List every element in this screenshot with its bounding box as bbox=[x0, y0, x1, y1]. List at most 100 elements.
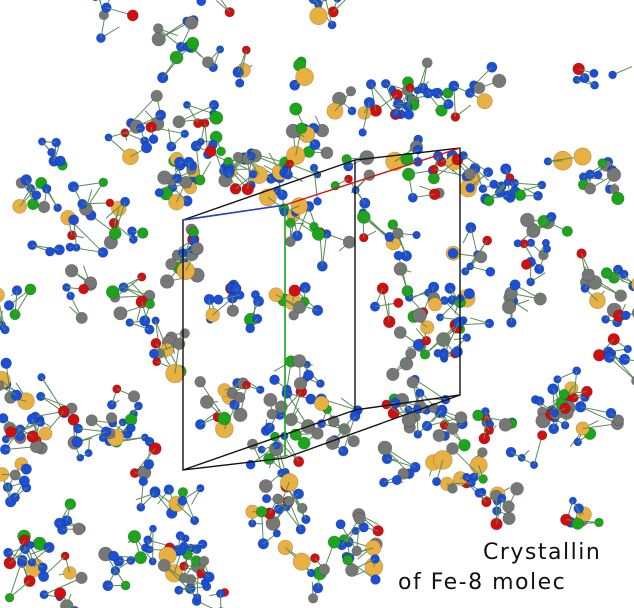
hydrogen-atom bbox=[18, 475, 30, 487]
iron-atom bbox=[165, 363, 185, 384]
hydrogen-atom bbox=[412, 230, 421, 240]
carbon-atom bbox=[60, 599, 74, 608]
bond bbox=[608, 356, 634, 380]
carbon-atom bbox=[510, 482, 524, 496]
hydrogen-atom bbox=[358, 128, 367, 137]
hydrogen-atom bbox=[213, 294, 224, 305]
hydrogen-atom bbox=[252, 295, 265, 307]
bond bbox=[115, 295, 150, 298]
iron-atom bbox=[357, 106, 372, 120]
bond bbox=[269, 493, 299, 514]
hydrogen-atom bbox=[126, 423, 136, 433]
hydrogen-atom bbox=[27, 240, 38, 251]
carbon-atom bbox=[447, 483, 458, 494]
hydrogen-atom bbox=[0, 413, 9, 424]
bond bbox=[286, 392, 309, 427]
bond bbox=[488, 181, 508, 202]
bond bbox=[275, 448, 282, 474]
carbon-atom bbox=[502, 511, 516, 525]
nitrogen-atom bbox=[216, 146, 226, 157]
hydrogen-atom bbox=[140, 142, 153, 154]
bond bbox=[134, 448, 156, 474]
hydrogen-atom bbox=[431, 88, 440, 97]
bond bbox=[342, 415, 356, 452]
hydrogen-atom bbox=[412, 339, 425, 351]
hydrogen-atom bbox=[333, 0, 342, 3]
bond bbox=[296, 206, 310, 237]
bond bbox=[195, 145, 201, 181]
bond bbox=[186, 104, 214, 115]
iron-atom bbox=[38, 426, 53, 441]
hydrogen-atom bbox=[273, 504, 284, 515]
carbon-atom bbox=[446, 442, 459, 455]
unit-cell bbox=[182, 147, 461, 471]
carbon-atom bbox=[0, 380, 5, 392]
carbon-atom bbox=[234, 391, 246, 403]
carbon-atom bbox=[202, 56, 214, 69]
hydrogen-atom bbox=[391, 475, 402, 486]
nitrogen-atom bbox=[120, 580, 131, 591]
oxygen-atom bbox=[53, 587, 67, 600]
carbon-atom bbox=[194, 376, 206, 388]
nitrogen-atom bbox=[311, 227, 325, 241]
hydrogen-atom bbox=[154, 188, 164, 198]
hydrogen-atom bbox=[92, 0, 99, 2]
bond bbox=[363, 216, 390, 238]
nitrogen-atom bbox=[472, 409, 484, 422]
bond bbox=[130, 95, 158, 124]
hydrogen-atom bbox=[71, 436, 83, 448]
hydrogen-atom bbox=[177, 495, 188, 506]
bond bbox=[443, 322, 460, 356]
bond bbox=[340, 524, 358, 552]
bond bbox=[417, 409, 443, 435]
hydrogen-atom bbox=[589, 68, 599, 78]
hydrogen-atom bbox=[38, 570, 50, 582]
hydrogen-atom bbox=[403, 109, 415, 120]
nitrogen-atom bbox=[108, 226, 122, 240]
carbon-atom bbox=[190, 242, 204, 256]
nitrogen-atom bbox=[105, 285, 120, 299]
bond bbox=[254, 155, 287, 170]
hydrogen-atom bbox=[485, 266, 496, 277]
hydrogen-atom bbox=[261, 493, 272, 504]
iron-atom bbox=[309, 6, 328, 26]
bond bbox=[289, 212, 296, 242]
nitrogen-atom bbox=[514, 189, 527, 201]
hydrogen-atom bbox=[256, 385, 265, 394]
hydrogen-atom bbox=[621, 310, 631, 321]
hydrogen-atom bbox=[509, 279, 521, 291]
carbon-atom bbox=[612, 414, 625, 426]
hydrogen-atom bbox=[96, 33, 106, 43]
bond bbox=[414, 379, 446, 401]
bond bbox=[362, 102, 370, 133]
oxygen-atom bbox=[78, 283, 89, 295]
carbon-atom bbox=[127, 390, 141, 403]
hydrogen-atom bbox=[590, 80, 600, 90]
bond bbox=[289, 163, 318, 176]
bond bbox=[0, 311, 2, 326]
bond bbox=[496, 498, 503, 525]
bond bbox=[510, 451, 535, 466]
bond bbox=[277, 498, 302, 530]
hydrogen-atom bbox=[175, 531, 185, 541]
bond bbox=[580, 406, 618, 425]
hydrogen-atom bbox=[39, 590, 49, 600]
hydrogen-atom bbox=[248, 170, 258, 179]
hydrogen-atom bbox=[0, 357, 12, 369]
bond bbox=[178, 585, 207, 591]
hydrogen-atom bbox=[295, 524, 306, 535]
bond bbox=[463, 155, 489, 173]
carbon-atom bbox=[159, 274, 175, 289]
carbon-atom bbox=[258, 479, 273, 493]
hydrogen-atom bbox=[313, 197, 322, 206]
hydrogen-atom bbox=[421, 420, 433, 432]
bond bbox=[347, 559, 376, 581]
hydrogen-atom bbox=[66, 291, 75, 301]
hydrogen-atom bbox=[546, 211, 557, 222]
hydrogen-atom bbox=[143, 458, 155, 470]
bond bbox=[470, 227, 478, 255]
hydrogen-atom bbox=[3, 300, 15, 311]
iron-atom bbox=[295, 67, 314, 87]
